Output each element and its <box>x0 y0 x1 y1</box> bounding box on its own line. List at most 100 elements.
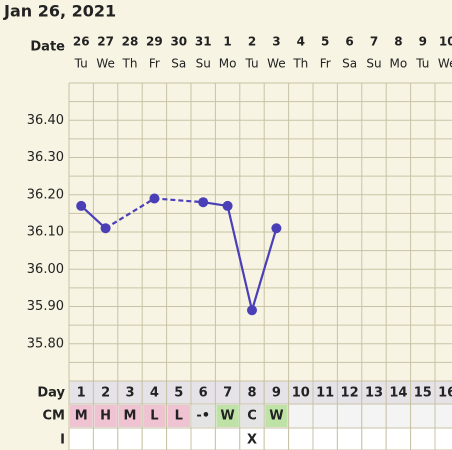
cm-value: M <box>75 409 88 424</box>
date-label: 28 <box>122 35 139 49</box>
y-tick-label: 36.00 <box>27 262 64 277</box>
cm-value: C <box>247 409 257 424</box>
data-point <box>76 200 87 211</box>
table-cell <box>214 427 241 450</box>
cm-cell <box>70 405 93 427</box>
table-cell <box>361 403 387 429</box>
y-tick-label: 36.20 <box>27 187 64 202</box>
row-label: CM <box>43 409 65 424</box>
table-cell <box>288 403 314 429</box>
day-number: 9 <box>272 386 281 401</box>
day-number: 4 <box>150 386 159 401</box>
table-cell <box>141 427 168 450</box>
weekday-label: Th <box>122 57 138 71</box>
weekday-label: Fr <box>149 57 160 71</box>
line-segment <box>226 205 254 311</box>
date-label: Date <box>30 40 65 55</box>
weekday-label: Tu <box>244 57 258 71</box>
date-label: 30 <box>170 35 187 49</box>
weekday-label: Fr <box>320 57 331 71</box>
date-label: 1 <box>223 35 231 49</box>
weekday-label: Mo <box>390 57 408 71</box>
table-cell <box>288 427 314 450</box>
table-cell <box>166 427 192 450</box>
day-number: 8 <box>247 386 256 401</box>
cm-cell <box>265 405 288 427</box>
day-number: 7 <box>223 386 232 401</box>
cm-cell <box>240 405 264 427</box>
data-point <box>198 197 209 208</box>
weekday-label: We <box>267 57 286 71</box>
day-number: 5 <box>174 386 183 401</box>
weekday-label: Th <box>292 57 308 71</box>
weekday-label: Tu <box>74 57 88 71</box>
date-label: 5 <box>321 35 329 49</box>
date-label: 7 <box>370 35 378 49</box>
line-segment <box>154 197 204 204</box>
cm-value: M <box>124 409 137 424</box>
table-cell <box>312 403 338 429</box>
day-number: 1 <box>77 386 86 401</box>
cm-value: -• <box>196 409 210 424</box>
date-label: 26 <box>73 35 90 49</box>
y-tick-label: 35.90 <box>27 299 64 314</box>
date-label: 9 <box>419 35 427 49</box>
table-cell <box>263 427 290 450</box>
table-cell <box>434 427 452 450</box>
day-number: 12 <box>341 386 359 401</box>
cm-cell <box>216 405 239 427</box>
table-cell <box>385 403 412 429</box>
day-number: 13 <box>365 386 383 401</box>
cm-value: W <box>269 409 283 424</box>
data-point <box>222 200 233 211</box>
line-segment <box>80 205 107 230</box>
weekday-label: We <box>96 57 115 71</box>
row-label: I <box>60 433 65 448</box>
line-segment <box>105 197 155 230</box>
table-cell <box>410 427 436 450</box>
date-label: 10 <box>439 35 452 49</box>
day-number: 6 <box>199 386 208 401</box>
y-tick-label: 36.10 <box>27 225 64 240</box>
weekday-label: Sa <box>342 57 357 71</box>
day-number: 14 <box>389 386 407 401</box>
y-tick-label: 36.40 <box>27 113 64 128</box>
date-label: 4 <box>297 35 305 49</box>
table-cell <box>117 427 143 450</box>
weekday-label: We <box>438 57 452 71</box>
table-cell <box>68 427 94 450</box>
day-number: 16 <box>438 386 452 401</box>
cm-value: H <box>100 409 111 424</box>
day-number: 2 <box>101 386 110 401</box>
cm-value: W <box>220 409 234 424</box>
date-label: 6 <box>345 35 353 49</box>
data-point <box>149 193 160 204</box>
cm-cell <box>94 405 117 427</box>
table-cell <box>336 427 363 450</box>
day-number: 10 <box>292 386 310 401</box>
data-point <box>247 305 257 316</box>
data-point <box>271 223 282 234</box>
cm-cell <box>118 405 142 427</box>
date-label: 2 <box>248 35 256 49</box>
table-cell <box>385 427 412 450</box>
table-cell <box>361 427 387 450</box>
table-cell <box>410 403 436 429</box>
table-cell <box>92 427 119 450</box>
cm-value: L <box>175 409 183 424</box>
weekday-label: Tu <box>415 57 429 71</box>
date-label: 31 <box>195 35 212 49</box>
cm-cell <box>167 405 190 427</box>
i-value: X <box>247 433 257 448</box>
table-cell <box>434 403 452 429</box>
cm-cell <box>192 405 215 427</box>
date-label: 27 <box>97 35 114 49</box>
y-tick-label: 35.80 <box>27 336 64 351</box>
table-cell <box>312 427 338 450</box>
cm-value: L <box>150 409 158 424</box>
day-number: 3 <box>125 386 134 401</box>
table-cell <box>336 403 363 429</box>
weekday-label: Sa <box>171 57 186 71</box>
y-tick-label: 36.30 <box>27 150 64 165</box>
